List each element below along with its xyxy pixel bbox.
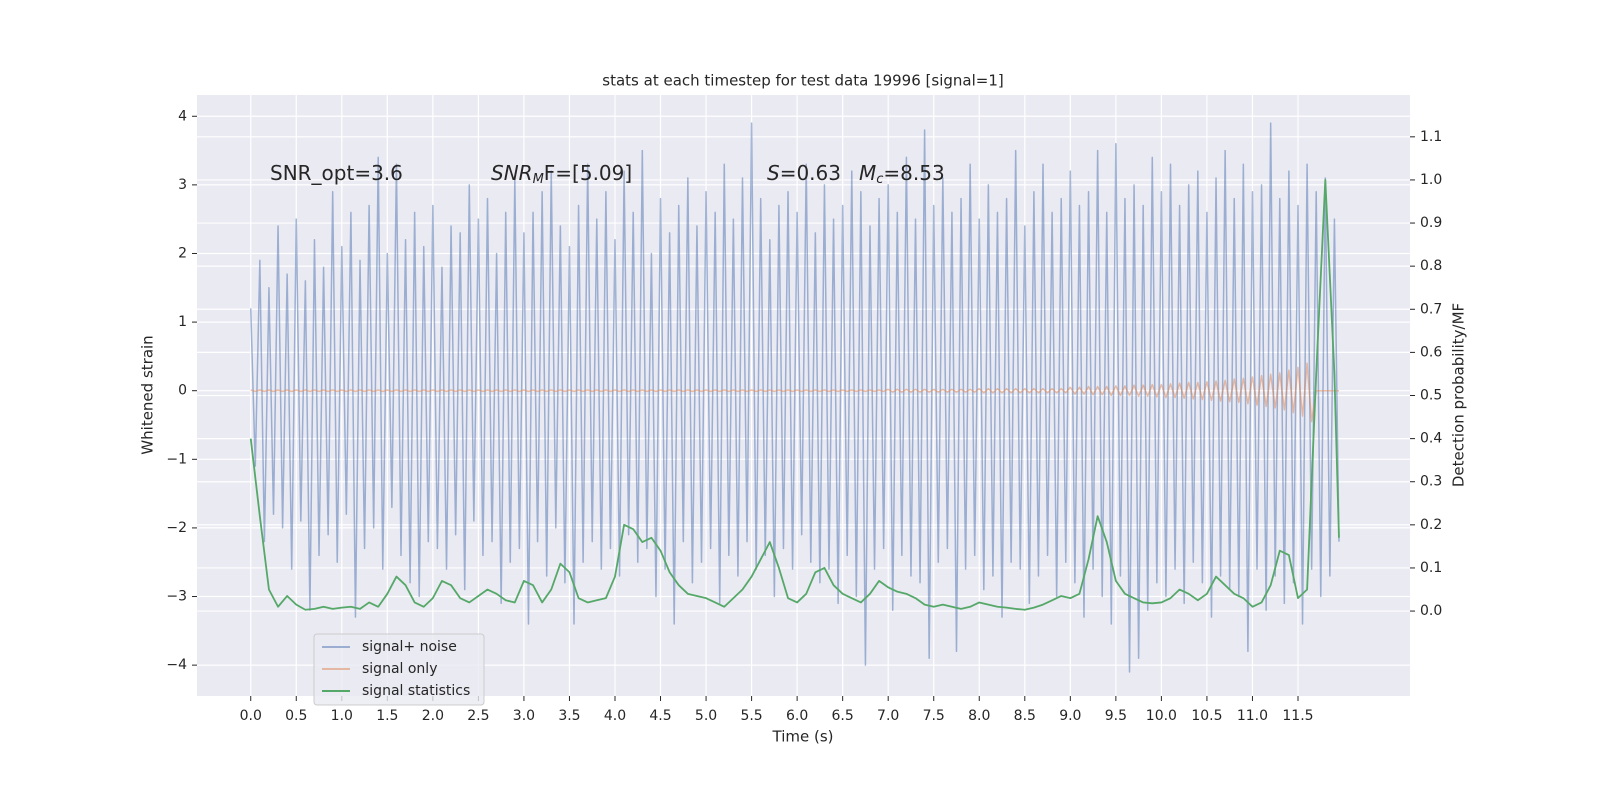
y2-tick-label: 0.3 [1420,474,1442,490]
x-tick-label: 2.5 [467,708,489,724]
chart-title: stats at each timestep for test data 199… [602,72,1003,90]
y-tick-label: 2 [178,245,187,261]
y2-tick-label: 1.0 [1420,172,1442,188]
y2-tick-label: 0.9 [1420,215,1442,231]
annotation-tail: =0.63 [780,161,841,185]
series-line [249,179,1340,611]
x-tick-label: 10.5 [1191,708,1222,724]
x-tick-label: 11.0 [1237,708,1268,724]
y-tick-label: 1 [178,314,187,330]
x-tick-label: 1.0 [331,708,353,724]
annotation-tail: =8.53 [883,161,944,185]
x-tick-label: 2.0 [422,708,444,724]
y2-tick-label: 0.6 [1420,344,1442,360]
y2-tick-label: 0.2 [1420,517,1442,533]
annotation: S=0.63 [767,161,841,185]
x-tick-label: 4.5 [649,708,671,724]
legend-label: signal+ noise [362,639,457,655]
x-tick-label: 9.5 [1105,708,1127,724]
legend-box [313,633,485,706]
series-line [250,362,1339,423]
legend-label: signal statistics [362,683,470,699]
x-tick-label: 4.0 [604,708,626,724]
x-tick-label: 11.5 [1282,708,1313,724]
x-tick-label: 0.0 [240,708,262,724]
y2-tick-label: 0.5 [1420,388,1442,404]
annotation-text: S [767,161,780,185]
annotation: SNRMF=[5.09] [491,161,632,187]
annotation-text: M [859,161,876,185]
y2-axis-label: Detection probability/MF [1450,303,1468,487]
legend-label: signal only [362,661,437,677]
y-tick-label: 3 [178,177,187,193]
x-tick-label: 8.5 [1014,708,1036,724]
y2-tick-label: 0.0 [1420,603,1442,619]
y-tick-label: −1 [166,451,187,467]
y2-tick-label: 1.1 [1420,129,1442,145]
y-tick-label: 4 [178,108,187,124]
x-axis-label: Time (s) [772,728,834,746]
x-tick-label: 9.0 [1059,708,1081,724]
y2-tick-label: 0.7 [1420,301,1442,317]
x-tick-label: 1.5 [376,708,398,724]
x-tick-label: 6.5 [832,708,854,724]
y-tick-label: 0 [178,383,187,399]
y-tick-label: −4 [166,657,187,673]
x-tick-label: 3.0 [513,708,535,724]
y-axis-label: Whitened strain [139,335,157,454]
x-tick-label: 6.0 [786,708,808,724]
annotation-text: SNR_opt=3.6 [270,161,403,185]
y-tick-label: −3 [166,589,187,605]
x-tick-label: 7.0 [877,708,899,724]
y2-tick-label: 0.8 [1420,258,1442,274]
y2-tick-label: 0.4 [1420,431,1442,447]
x-tick-label: 5.0 [695,708,717,724]
annotation-sub: M [533,172,544,187]
y2-tick-label: 0.1 [1420,560,1442,576]
foreground: 0.0 0.5 1.0 1.5 2.0 2.5 3.0 3.5 4.0 4.5 5.0 5.5 6.0 6… [166,108,1442,724]
annotation-text: SNR [491,161,533,185]
annotation: SNR_opt=3.6 [270,161,403,185]
x-tick-label: 7.5 [923,708,945,724]
annotation: Mc=8.53 [859,161,945,187]
x-tick-label: 3.5 [558,708,580,724]
y-tick-label: −2 [166,520,187,536]
x-tick-label: 8.0 [968,708,990,724]
x-tick-label: 0.5 [285,708,307,724]
annotation-sub: c [876,172,883,187]
x-tick-label: 5.5 [740,708,762,724]
x-tick-label: 10.0 [1146,708,1177,724]
annotation-tail: F=[5.09] [544,161,632,185]
lines [249,122,1340,673]
